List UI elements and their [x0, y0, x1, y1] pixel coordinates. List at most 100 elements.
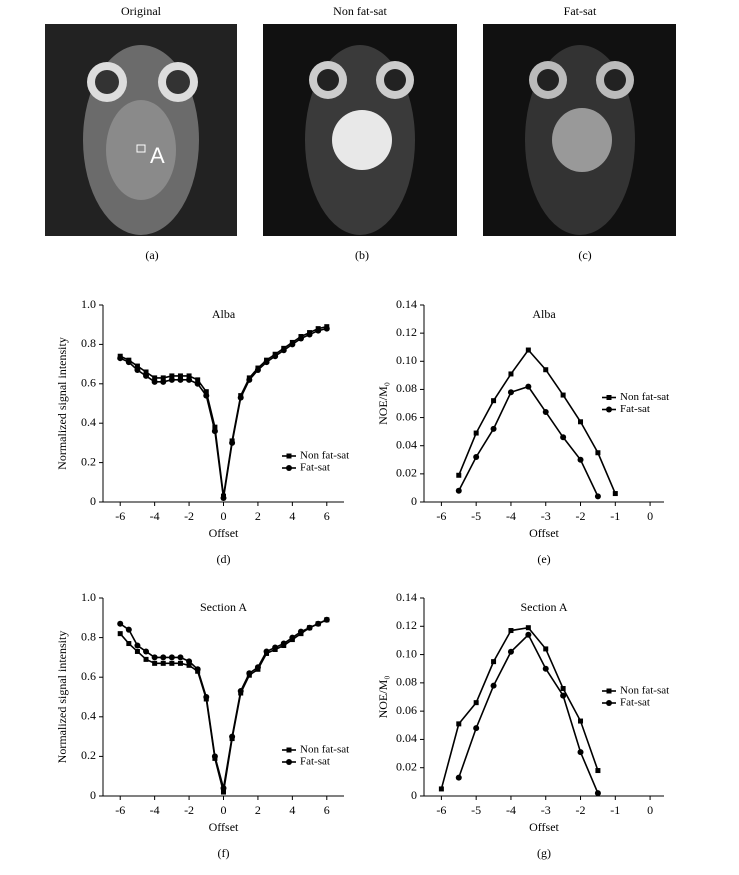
image-caption: (a) [145, 248, 158, 262]
legend-label: Non fat-sat [300, 450, 349, 462]
chart-caption: (f) [218, 846, 230, 860]
series-line [440, 626, 599, 790]
x-tick-label: -4 [506, 803, 516, 817]
x-tick-label: -3 [541, 509, 551, 523]
marker [490, 682, 497, 689]
marker [456, 721, 462, 727]
marker [594, 790, 601, 797]
y-tick-label: 0.02 [396, 759, 417, 773]
marker [595, 768, 601, 774]
marker [525, 383, 532, 390]
marker [195, 377, 201, 383]
marker [560, 692, 567, 699]
marker [177, 654, 184, 661]
y-tick-label: 0 [90, 494, 96, 508]
marker [473, 700, 479, 706]
marker [194, 666, 201, 673]
y-tick-label: 0.06 [396, 703, 417, 717]
x-axis-label: Offset [209, 526, 239, 540]
x-tick-label: 0 [647, 803, 653, 817]
marker [491, 398, 497, 404]
marker [606, 688, 612, 694]
x-tick-label: 0 [221, 803, 227, 817]
y-axis-label: Normalized signal intensity [55, 631, 69, 764]
x-tick-label: 2 [255, 803, 261, 817]
series-line [458, 348, 617, 494]
marker [289, 634, 296, 641]
chart-caption: (e) [537, 552, 550, 566]
chart-caption: (g) [537, 846, 551, 860]
x-tick-label: -6 [436, 803, 446, 817]
legend-label: Fat-sat [620, 697, 650, 709]
image-title: Original [121, 4, 162, 18]
x-tick-label: 6 [324, 803, 330, 817]
marker [507, 648, 514, 655]
marker [315, 327, 322, 334]
y-axis-label: NOE/M₀ [376, 382, 390, 425]
marker [543, 367, 549, 373]
marker [134, 642, 141, 649]
y-tick-label: 0.14 [396, 297, 417, 311]
marker [286, 759, 292, 765]
series-line [119, 619, 328, 793]
image-caption: (c) [578, 248, 591, 262]
marker [606, 700, 612, 706]
chart-title: Section A [521, 600, 568, 614]
marker [473, 725, 480, 732]
marker [490, 425, 497, 432]
marker [578, 718, 584, 724]
marker [280, 347, 287, 354]
y-tick-label: 0 [90, 788, 96, 802]
y-tick-label: 0.2 [81, 454, 96, 468]
y-tick-label: 0.10 [396, 646, 417, 660]
marker [560, 686, 566, 692]
marker [151, 378, 158, 385]
marker [289, 341, 296, 348]
marker [612, 491, 618, 497]
marker [134, 367, 141, 374]
y-tick-label: 0.12 [396, 618, 417, 632]
marker [455, 774, 462, 781]
y-tick-label: 0.14 [396, 590, 417, 604]
y-tick-label: 0.6 [81, 669, 96, 683]
image-b [263, 24, 457, 236]
x-tick-label: -5 [471, 803, 481, 817]
y-tick-label: 0.08 [396, 675, 417, 689]
x-axis-label: Offset [529, 526, 559, 540]
marker [134, 648, 140, 654]
y-tick-label: 0 [411, 788, 417, 802]
marker [542, 665, 549, 672]
marker [237, 688, 244, 695]
y-tick-label: 0 [411, 494, 417, 508]
marker [160, 378, 167, 385]
y-tick-label: 0.6 [81, 376, 96, 390]
marker [229, 733, 236, 740]
marker [246, 670, 253, 677]
y-tick-label: 0.4 [81, 709, 96, 723]
marker [186, 662, 192, 668]
marker [577, 456, 584, 463]
marker [160, 654, 167, 661]
chart-title: Section A [200, 600, 247, 614]
y-tick-label: 1.0 [81, 297, 96, 311]
x-tick-label: 6 [324, 509, 330, 523]
marker [177, 376, 184, 383]
x-tick-label: -2 [184, 803, 194, 817]
x-tick-label: 0 [647, 509, 653, 523]
marker [323, 616, 330, 623]
y-tick-label: 0.4 [81, 415, 96, 429]
legend-label: Non fat-sat [620, 685, 669, 697]
marker [286, 453, 292, 459]
marker [186, 373, 192, 379]
marker [143, 369, 149, 375]
marker [306, 624, 313, 631]
marker [212, 424, 218, 430]
marker [578, 419, 584, 425]
region-label: A [150, 143, 165, 168]
marker [560, 392, 566, 398]
x-tick-label: 2 [255, 509, 261, 523]
x-tick-label: -5 [471, 509, 481, 523]
marker [297, 628, 304, 635]
marker [491, 659, 497, 665]
marker [263, 359, 270, 366]
